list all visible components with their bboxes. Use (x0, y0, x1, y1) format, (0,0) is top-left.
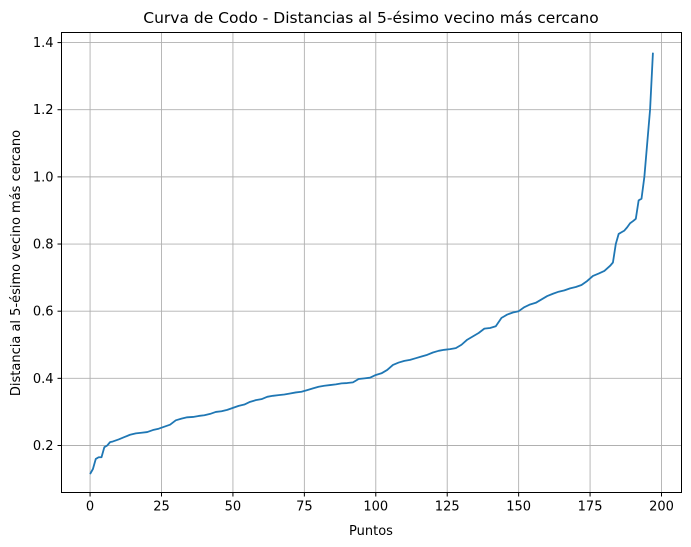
grid (61, 32, 682, 493)
y-axis-label: Distancia al 5-ésimo vecino más cercano (9, 130, 24, 396)
x-tick-label: 100 (363, 500, 388, 515)
x-tick-label: 125 (435, 500, 460, 515)
x-tick-label: 150 (506, 500, 531, 515)
plot-area (61, 32, 682, 493)
y-tick-label: 0.4 (33, 372, 54, 387)
x-tick-label: 75 (296, 500, 313, 515)
y-tick-label: 1.2 (33, 103, 54, 118)
x-tick-label: 175 (578, 500, 603, 515)
y-tick-label: 0.8 (33, 238, 54, 253)
y-tick-label: 1.0 (33, 170, 54, 185)
data-line (89, 52, 654, 475)
ticks: 0 25 50 75 100 125 150 175 200 0.2 0.4 0.6 0.8 1.0 1.2… (33, 36, 674, 514)
chart-title: Curva de Codo - Distancias al 5-ésimo ve… (143, 9, 598, 27)
y-tick-label: 0.6 (33, 305, 54, 320)
y-tick-label: 1.4 (33, 36, 54, 51)
x-tick-label: 0 (86, 500, 94, 515)
x-tick-label: 200 (649, 500, 674, 515)
x-tick-label: 25 (153, 500, 170, 515)
x-tick-label: 50 (225, 500, 242, 515)
y-tick-label: 0.2 (33, 439, 54, 454)
x-axis-label: Puntos (349, 524, 393, 539)
